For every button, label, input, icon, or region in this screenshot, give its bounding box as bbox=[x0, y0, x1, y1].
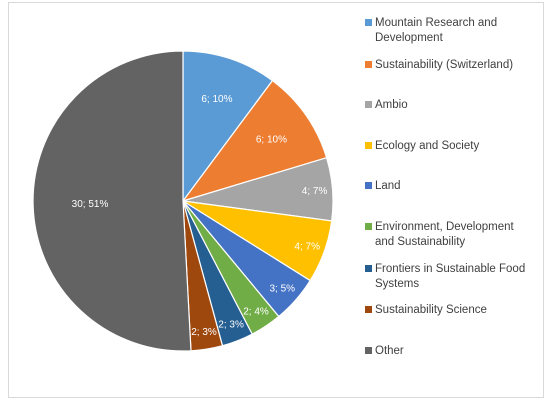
legend-item-sustainability-science: Sustainability Science bbox=[365, 303, 535, 318]
slice-data-label: 6; 10% bbox=[256, 134, 287, 145]
legend-swatch bbox=[365, 223, 372, 230]
legend-swatch bbox=[365, 61, 372, 68]
pie-slices bbox=[32, 50, 334, 352]
slice-data-label: 4; 7% bbox=[294, 241, 320, 252]
legend-item-environment-development: Environment, Development and Sustainabil… bbox=[365, 220, 535, 250]
legend-label: Mountain Research and Development bbox=[375, 17, 498, 44]
legend-swatch bbox=[365, 142, 372, 149]
legend-item-mountain-research: Mountain Research and Development bbox=[365, 16, 535, 46]
slice-data-label: 2; 3% bbox=[191, 327, 217, 338]
legend-item-land: Land bbox=[365, 179, 535, 194]
slice-data-label: 4; 7% bbox=[302, 186, 328, 197]
legend-item-frontiers-food-systems: Frontiers in Sustainable Food Systems bbox=[365, 262, 535, 292]
legend-label: Land bbox=[375, 180, 401, 192]
legend-label: Frontiers in Sustainable Food Systems bbox=[375, 263, 526, 290]
legend-item-ambio: Ambio bbox=[365, 98, 535, 113]
legend-swatch bbox=[365, 19, 372, 26]
legend-item-ecology-and-society: Ecology and Society bbox=[365, 139, 535, 154]
legend-label: Ambio bbox=[375, 99, 408, 111]
legend-label: Other bbox=[375, 345, 404, 357]
pie-slice-0 bbox=[182, 50, 274, 203]
slice-data-label: 2; 4% bbox=[243, 307, 269, 318]
legend-swatch bbox=[365, 182, 372, 189]
slice-data-label: 2; 3% bbox=[218, 319, 244, 330]
legend-item-other: Other bbox=[365, 344, 535, 359]
legend-label: Ecology and Society bbox=[375, 140, 480, 152]
legend-label: Sustainability (Switzerland) bbox=[375, 59, 514, 71]
pie-slice-1 bbox=[181, 79, 328, 203]
pie-labels: 6; 10%6; 10%4; 7%4; 7%3; 5%2; 4%2; 3%2; … bbox=[72, 94, 328, 338]
legend-swatch bbox=[365, 265, 372, 272]
legend-item-sustainability-switzerland: Sustainability (Switzerland) bbox=[365, 58, 535, 73]
slice-data-label: 6; 10% bbox=[201, 94, 232, 105]
legend-label: Environment, Development and Sustainabil… bbox=[375, 221, 514, 248]
legend-swatch bbox=[365, 347, 372, 354]
pie-slice-8 bbox=[32, 50, 192, 352]
legend-label: Sustainability Science bbox=[375, 304, 487, 316]
legend-swatch bbox=[365, 101, 372, 108]
slice-data-label: 3; 5% bbox=[270, 283, 296, 294]
slice-data-label: 30; 51% bbox=[72, 199, 109, 210]
legend-swatch bbox=[365, 306, 372, 313]
